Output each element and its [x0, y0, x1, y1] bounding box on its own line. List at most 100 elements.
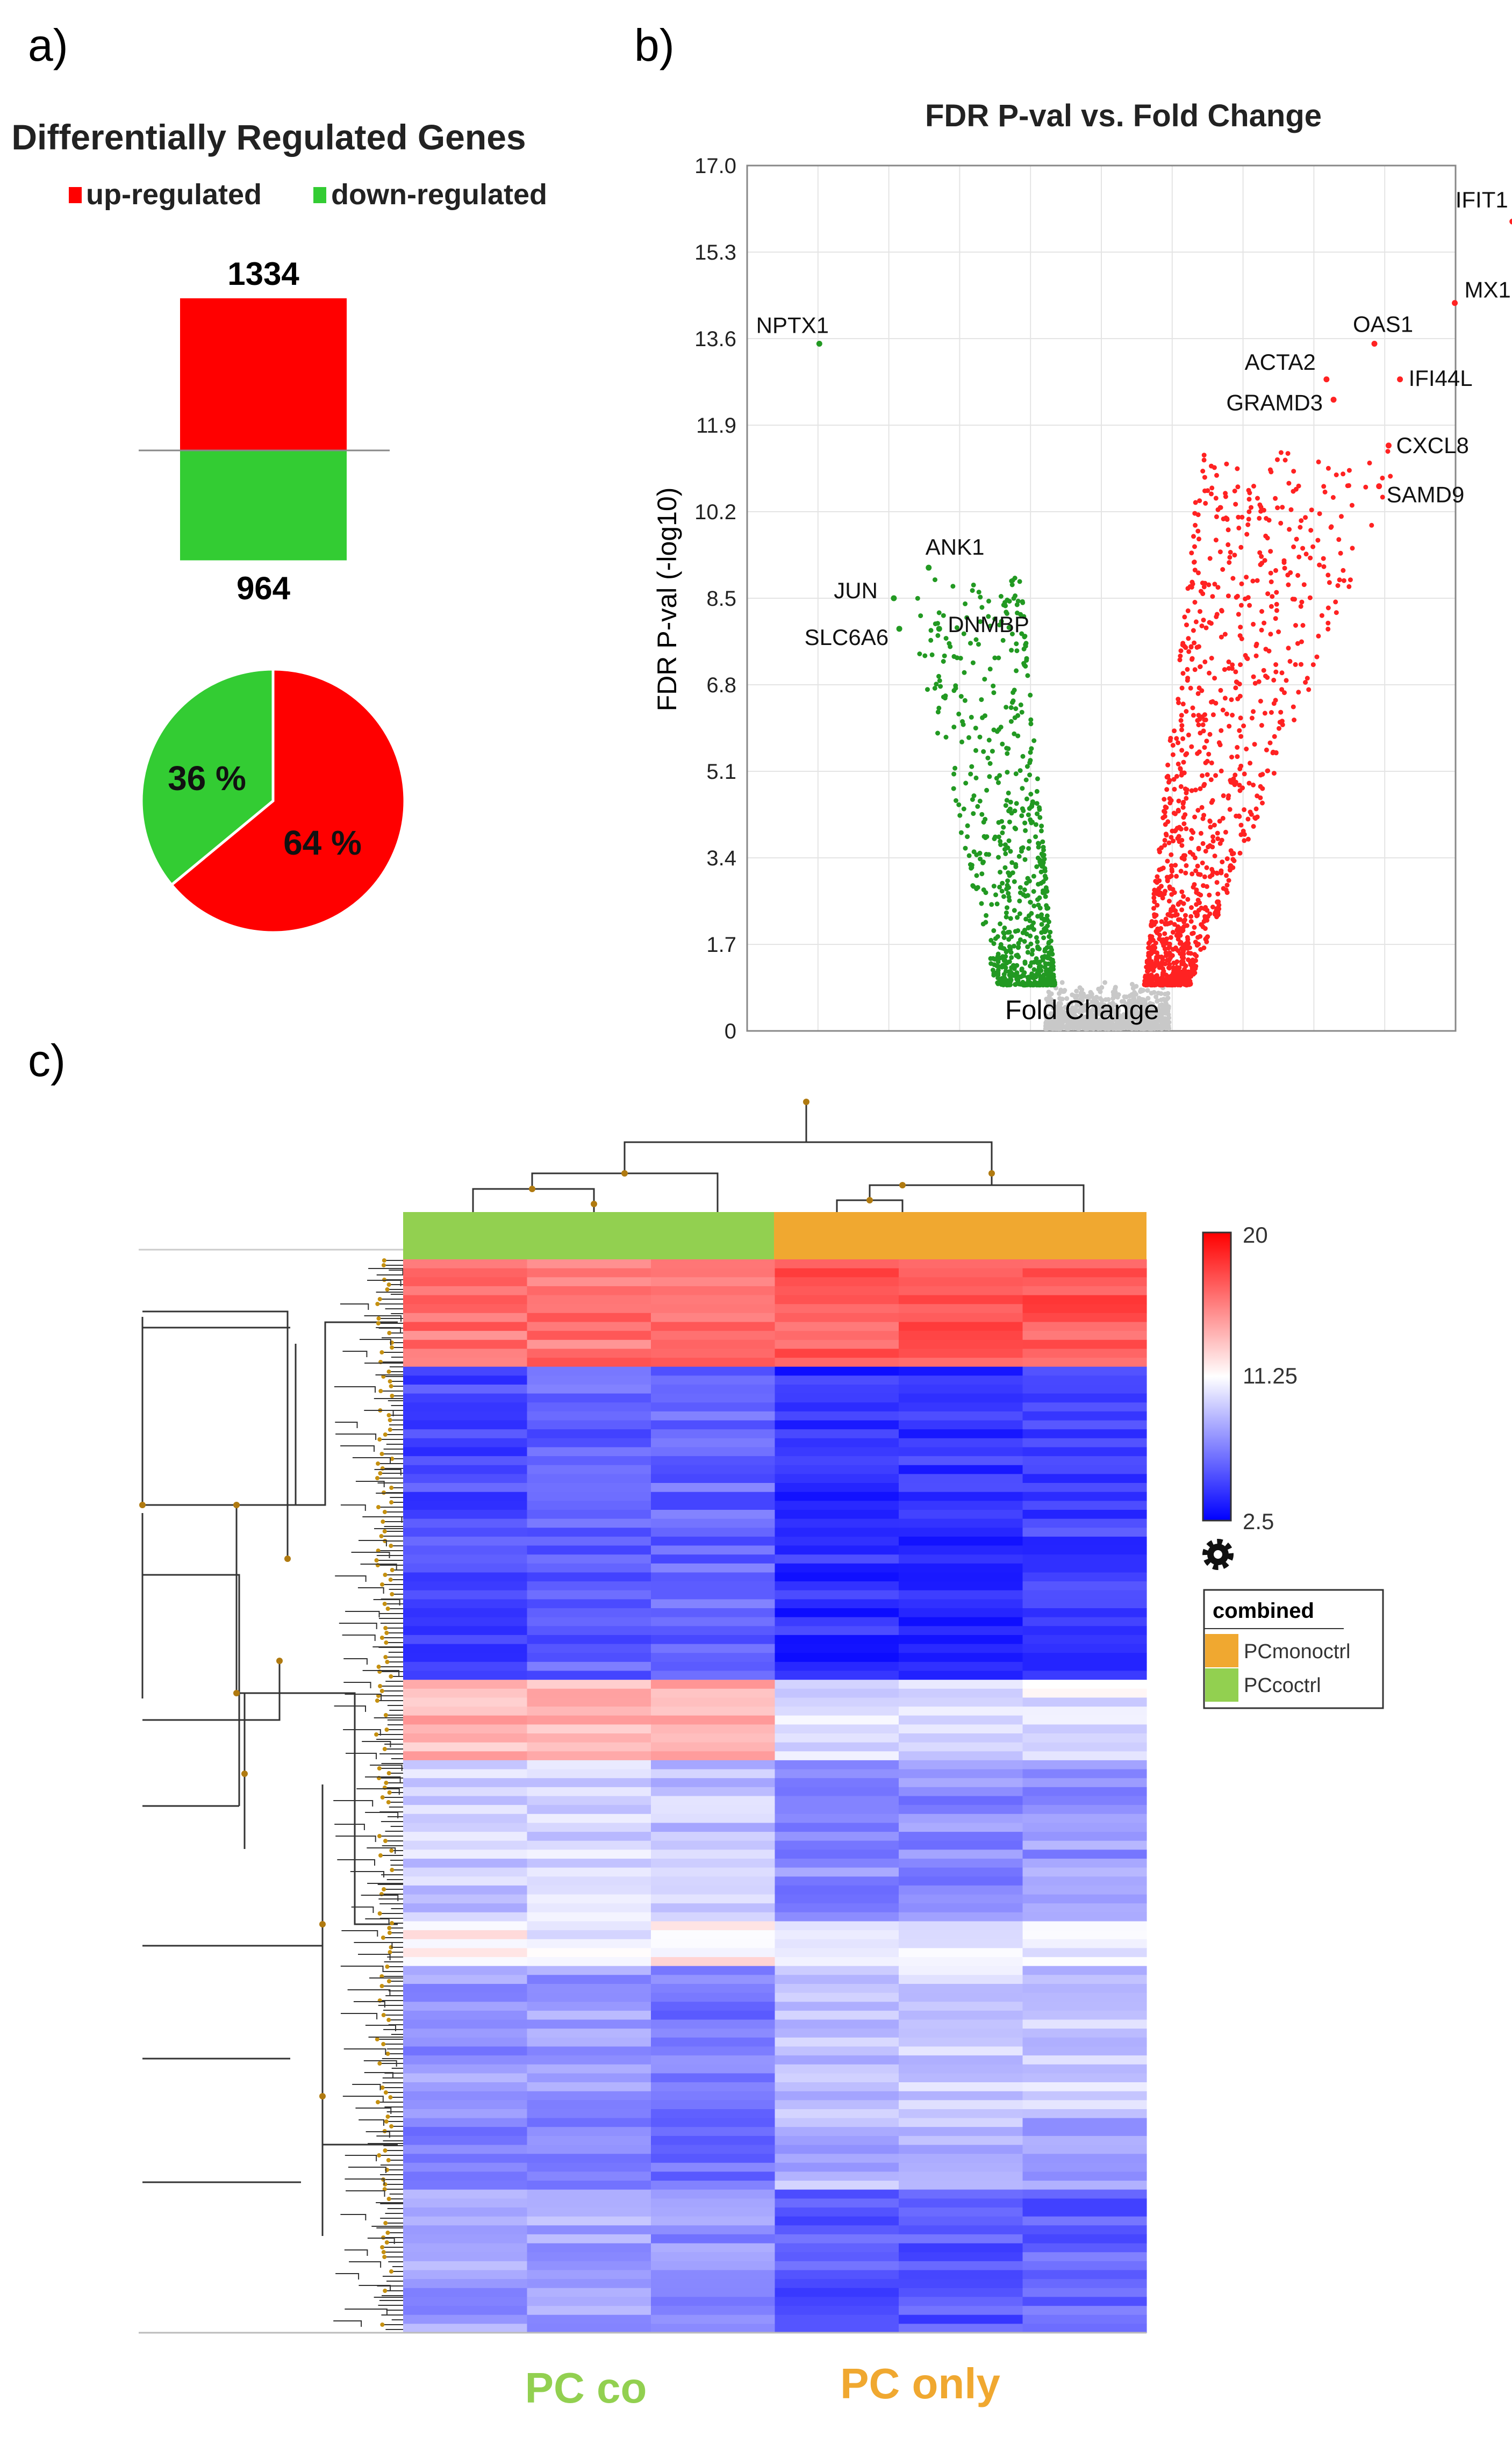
heatmap-cell [651, 1760, 776, 1770]
heatmap-cell [775, 1975, 899, 1984]
heatmap-cell [651, 2198, 776, 2208]
heatmap-cell [775, 2118, 899, 2127]
heatmap-cell [527, 1304, 651, 1314]
heatmap-cell [403, 1304, 528, 1314]
heatmap-cell [527, 1617, 651, 1626]
heatmap-cell [651, 2243, 776, 2253]
heatmap-cell [775, 1688, 899, 1698]
heatmap-cell [651, 2100, 776, 2110]
heatmap-cell [1022, 1840, 1147, 1850]
heatmap-cell [403, 1331, 528, 1341]
heatmap-cell [775, 1787, 899, 1797]
heatmap-cell [775, 1331, 899, 1341]
heatmap-cell [899, 1661, 1023, 1672]
heatmap-cell [1022, 1876, 1147, 1886]
heatmap-cell [651, 2297, 776, 2306]
heatmap-cell [899, 1393, 1023, 1403]
heatmap-cell [775, 1715, 899, 1725]
heatmap-cell [403, 1277, 528, 1287]
heatmap-cell [899, 1885, 1023, 1895]
heatmap-cell [899, 1688, 1023, 1698]
heatmap-cell [1022, 1259, 1147, 1269]
heatmap-cell [899, 1769, 1023, 1779]
heatmap-cell [775, 1411, 899, 1421]
heatmap-cell [403, 1599, 528, 1609]
heatmap-cell [527, 2252, 651, 2262]
y-tick-label: 13.6 [694, 327, 736, 351]
heatmap-cell [651, 1912, 776, 1922]
heatmap-cell [651, 1707, 776, 1716]
heatmap-cell [403, 1375, 528, 1385]
heatmap-cell [1022, 1814, 1147, 1823]
gear-icon[interactable] [1202, 1539, 1234, 1570]
row-dendrogram-branch [142, 1310, 289, 1559]
heatmap-cell [899, 1375, 1023, 1385]
heatmap-cell [899, 2046, 1023, 2056]
heatmap-cell [775, 2091, 899, 2101]
heatmap-cell [527, 1429, 651, 1439]
heatmap-cell [775, 2100, 899, 2110]
heatmap-cell [651, 2037, 776, 2047]
heatmap-cell [1022, 1510, 1147, 1519]
heatmap-cell [527, 1850, 651, 1859]
heatmap-cell [1022, 1671, 1147, 1680]
heatmap-cell [403, 1322, 528, 1331]
heatmap-cell [1022, 2019, 1147, 2029]
heatmap-cell [403, 1590, 528, 1600]
heatmap-cell [403, 1644, 528, 1653]
heatmap-cell [527, 2270, 651, 2280]
heatmap-cell [651, 2002, 776, 2011]
nonsignificant-points [1043, 980, 1172, 1031]
heatmap-cell [899, 1984, 1023, 1994]
heatmap-cell [651, 1402, 776, 1412]
heatmap-cell [527, 1277, 651, 1287]
heatmap-cell [1022, 2010, 1147, 2020]
heatmap-cell [1022, 1688, 1147, 1698]
heatmap-cell [651, 1635, 776, 1645]
heatmap-cell [899, 1536, 1023, 1546]
heatmap-cell [775, 2207, 899, 2217]
heatmap-cell [527, 1814, 651, 1823]
heatmap-cell [527, 1653, 651, 1662]
heatmap-cell [651, 1840, 776, 1850]
heatmap-cell [527, 1787, 651, 1797]
heatmap-cell [775, 1626, 899, 1636]
heatmap-cell [1022, 1796, 1147, 1805]
heatmap-cell [1022, 1599, 1147, 1609]
heatmap-cell [899, 1859, 1023, 1868]
point-oas1 [1371, 340, 1378, 347]
heatmap-cell [403, 2135, 528, 2146]
heatmap-cell [899, 1483, 1023, 1493]
heatmap-cell [899, 1268, 1023, 1278]
heatmap-cell [403, 2270, 528, 2280]
heatmap-cell [403, 1268, 528, 1278]
heatmap-cell [899, 2082, 1023, 2092]
heatmap-cell [899, 1966, 1023, 1975]
heatmap-cell [527, 2162, 651, 2172]
heatmap-cell [527, 2135, 651, 2146]
heatmap-cell [651, 1644, 776, 1653]
heatmap-cell [651, 2181, 776, 2190]
heatmap-cell [775, 2002, 899, 2011]
heatmap-cell [775, 1501, 899, 1510]
point-mx1 [1452, 300, 1458, 306]
heatmap-cell [775, 1876, 899, 1886]
heatmap-cell [1022, 1885, 1147, 1895]
heatmap-cell [775, 1948, 899, 1958]
heatmap-cell [651, 2162, 776, 2172]
column-dendrogram-branch [869, 1184, 1085, 1212]
heatmap-cell [775, 2162, 899, 2172]
heatmap-cell [651, 1697, 776, 1707]
group-legend-title: combined [1213, 1599, 1314, 1623]
heatmap-cell [651, 1474, 776, 1483]
heatmap-cell [775, 2171, 899, 2181]
heatmap-cell [775, 1393, 899, 1403]
heatmap-cell [1022, 1635, 1147, 1645]
heatmap-cell [527, 2225, 651, 2235]
heatmap-cell [899, 1787, 1023, 1797]
heatmap-cell [1022, 2314, 1147, 2324]
heatmap-cell [527, 2091, 651, 2101]
heatmap-cell [775, 1885, 899, 1895]
heatmap-cell [775, 2234, 899, 2244]
heatmap-cell [899, 2314, 1023, 2324]
